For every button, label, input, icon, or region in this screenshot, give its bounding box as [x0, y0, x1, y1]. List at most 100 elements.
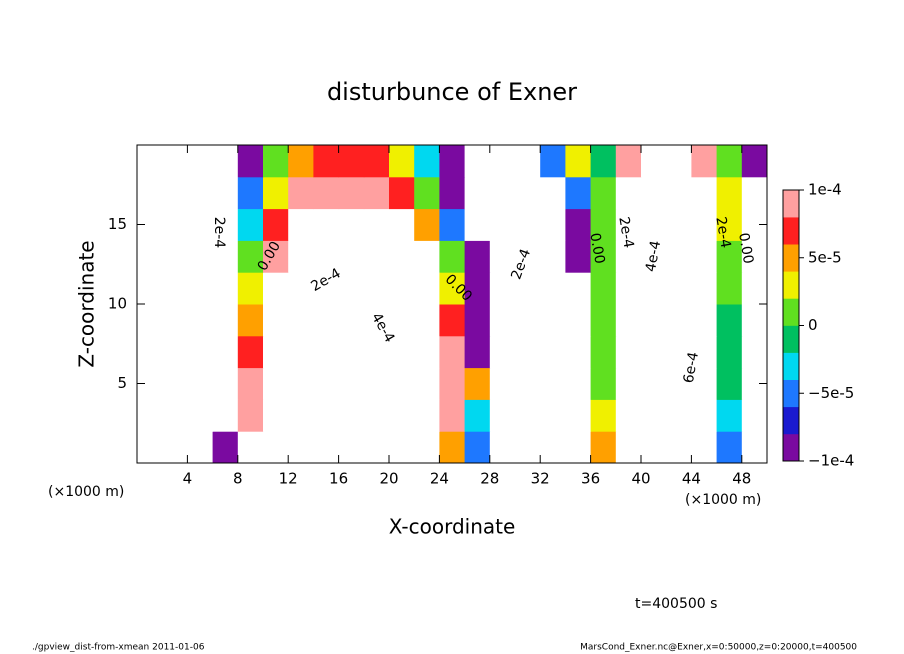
colorbar-swatch	[783, 298, 799, 326]
field-cell	[414, 399, 440, 432]
field-cell	[389, 272, 415, 305]
colorbar-swatch	[783, 379, 799, 408]
field-cell	[565, 240, 592, 273]
field-cell	[716, 176, 743, 210]
field-cell	[540, 335, 566, 369]
field-cell	[716, 335, 743, 369]
field-cell	[313, 272, 340, 305]
y-tick-label: 5	[117, 374, 127, 392]
colorbar-tick-label: −1e-4	[808, 452, 854, 470]
field-cell	[389, 335, 415, 369]
colorbar-tick-label: −5e-5	[808, 384, 854, 402]
field-cell	[389, 145, 415, 178]
field-cell	[237, 208, 264, 241]
field-cell	[162, 240, 188, 273]
field-cell	[590, 335, 617, 369]
field-cell	[187, 399, 214, 432]
field-cell	[338, 304, 365, 337]
colorbar-swatch	[783, 433, 799, 462]
field-cell	[313, 431, 340, 464]
field-cell	[666, 176, 692, 210]
x-tick-label: 44	[682, 470, 701, 488]
field-cell	[263, 145, 289, 178]
field-cell	[212, 145, 239, 178]
field-cell	[288, 208, 314, 241]
colorbar-swatch	[783, 217, 799, 245]
field-cell	[615, 304, 642, 337]
field-cell	[263, 367, 289, 400]
field-cell	[741, 304, 768, 337]
field-cell	[313, 399, 340, 432]
field-cell	[439, 431, 466, 464]
field-cell	[237, 304, 264, 337]
field-cell	[162, 367, 188, 400]
field-cell	[716, 304, 743, 337]
field-cell	[389, 304, 415, 337]
field-cell	[439, 208, 466, 241]
field-cell	[615, 176, 642, 210]
footer-right: MarsCond_Exner.nc@Exner,x=0:50000,z=0:20…	[580, 643, 857, 653]
field-cell	[187, 272, 214, 305]
field-cell	[414, 176, 440, 210]
colorbar-swatch	[783, 406, 799, 435]
field-cell	[389, 208, 415, 241]
field-cell	[187, 176, 214, 210]
field-cell	[439, 240, 466, 273]
field-cell	[641, 367, 667, 400]
field-cell	[565, 399, 592, 432]
field-cell	[515, 240, 541, 273]
field-cell	[741, 145, 768, 178]
x-tick-label: 48	[732, 470, 751, 488]
field-cell	[691, 145, 718, 178]
time-label: t=400500 s	[635, 596, 717, 612]
field-cell	[263, 431, 289, 464]
field-cell	[162, 176, 188, 210]
contour-label: 2e-4	[615, 216, 636, 250]
field-cell	[641, 240, 667, 273]
field-cell	[565, 176, 592, 210]
field-cell	[414, 145, 440, 178]
field-cell	[666, 240, 692, 273]
field-cell	[263, 208, 289, 241]
field-cell	[464, 176, 491, 210]
x-tick-label: 4	[183, 470, 193, 488]
field-cell	[590, 431, 617, 464]
field-cell	[187, 240, 214, 273]
field-cell	[590, 145, 617, 178]
field-cell	[313, 208, 340, 241]
field-cell	[515, 176, 541, 210]
field-cell	[464, 304, 491, 337]
field-cell	[615, 272, 642, 305]
field-cell	[691, 431, 718, 464]
field-cell	[464, 367, 491, 400]
colorbar-swatch	[783, 271, 799, 299]
field-cell	[489, 304, 516, 337]
x-tick-label: 36	[581, 470, 600, 488]
field-cell	[615, 240, 642, 273]
field-cell	[741, 240, 768, 273]
field-cell	[615, 431, 642, 464]
field-cell	[187, 304, 214, 337]
field-cell	[565, 431, 592, 464]
field-cell	[212, 335, 239, 369]
field-cell	[212, 208, 239, 241]
y-tick-label: 10	[108, 295, 127, 313]
field-cell	[313, 335, 340, 369]
field-cell	[565, 367, 592, 400]
colorbar-swatch	[783, 325, 799, 353]
field-cell	[615, 335, 642, 369]
field-cell	[237, 367, 264, 400]
contour-label: 0.00	[735, 232, 756, 265]
field-cell	[187, 367, 214, 400]
field-cell	[263, 335, 289, 369]
field-cell	[162, 335, 188, 369]
field-cell	[489, 208, 516, 241]
field-cell	[237, 399, 264, 432]
colorbar-swatch	[783, 190, 799, 218]
field-cell	[389, 176, 415, 210]
field-cell	[741, 272, 768, 305]
field-cell	[288, 176, 314, 210]
field-cell	[741, 431, 768, 464]
field-cell	[237, 431, 264, 464]
field-cell	[363, 399, 390, 432]
